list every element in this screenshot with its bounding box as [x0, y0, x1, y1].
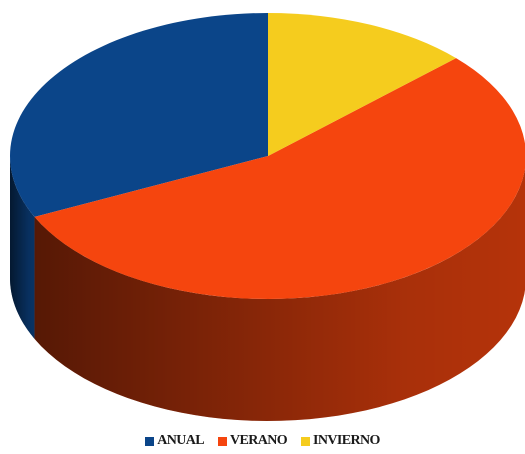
legend-item-invierno: INVIERNO	[301, 433, 380, 449]
pie-tops	[9, 13, 525, 299]
pie-chart-svg	[9, 13, 525, 421]
legend-swatch	[301, 436, 311, 446]
pie-side-shading	[34, 167, 525, 421]
legend-label: VERANO	[229, 433, 288, 448]
legend-label: INVIERNO	[313, 433, 380, 448]
legend-item-anual: ANUAL	[145, 433, 205, 449]
pie-slice-verano	[34, 58, 525, 299]
legend: ANUAL VERANO INVIERNO	[0, 433, 525, 449]
legend-swatch	[217, 436, 227, 446]
legend-swatch	[145, 436, 155, 446]
pie-sides	[10, 156, 525, 421]
pie-slice-invierno	[268, 13, 457, 156]
legend-item-verano: VERANO	[217, 433, 288, 449]
pie-slice-anual	[9, 13, 269, 217]
pie-side-shading	[10, 156, 35, 339]
legend-label: ANUAL	[157, 433, 204, 448]
